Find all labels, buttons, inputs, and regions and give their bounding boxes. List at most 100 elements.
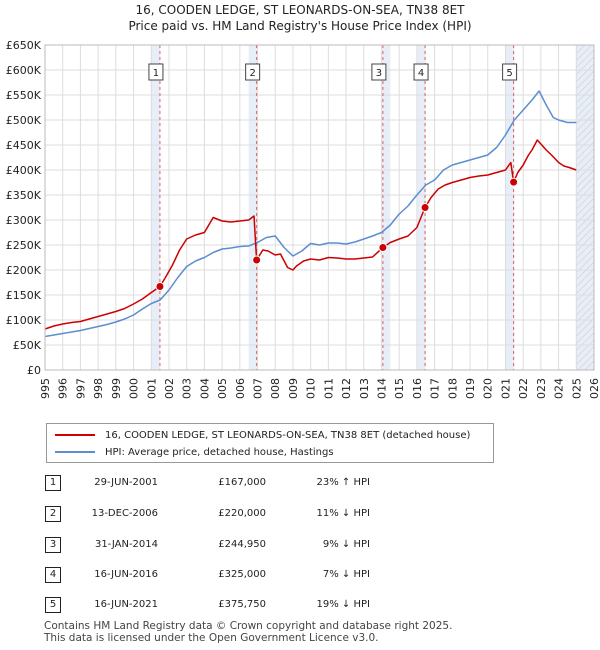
table-row: 4 16-JUN-2016 £325,000 7% ↓ HPI <box>0 567 600 587</box>
x-tick-label: 2008 <box>269 378 282 400</box>
x-tick-label: 2000 <box>128 378 141 400</box>
x-tick-label: 2012 <box>340 378 353 400</box>
x-tick-label: 2007 <box>252 378 265 400</box>
x-tick-label: 2019 <box>464 378 477 400</box>
x-tick-label: 2003 <box>181 378 194 400</box>
row-date: 29-JUN-2001 <box>94 477 158 488</box>
x-tick-label: 2014 <box>375 378 388 400</box>
row-number: 1 <box>45 475 61 491</box>
row-date: 31-JAN-2014 <box>94 539 158 550</box>
sale-number-box <box>502 63 518 81</box>
sale-number-box <box>245 63 261 81</box>
table-row: 1 29-JUN-2001 £167,000 23% ↑ HPI <box>0 475 600 495</box>
row-number: 5 <box>45 597 61 613</box>
sale-number-label: 3 <box>376 68 382 79</box>
legend-label-hpi: HPI: Average price, detached house, Hast… <box>105 446 334 458</box>
row-price: £375,750 <box>218 599 266 610</box>
sale-marker <box>420 203 430 212</box>
x-tick-label: 2002 <box>163 378 176 400</box>
x-tick-label: 2026 <box>588 378 600 400</box>
sale-number-label: 4 <box>418 68 424 79</box>
row-price: £167,000 <box>218 477 266 488</box>
x-tick-label: 2011 <box>322 378 335 400</box>
sale-number-box <box>371 63 387 81</box>
row-number: 3 <box>45 537 61 553</box>
legend-swatch-price <box>55 434 95 436</box>
y-tick-label: £550K <box>6 89 42 102</box>
row-price: £220,000 <box>218 508 266 519</box>
y-tick-label: £250K <box>6 239 42 252</box>
row-date: 16-JUN-2021 <box>94 599 158 610</box>
x-tick-label: 2006 <box>234 378 247 400</box>
x-tick-label: 2001 <box>145 378 158 400</box>
shaded-band <box>505 45 515 370</box>
sale-marker <box>509 177 519 187</box>
y-tick-label: £0 <box>27 364 41 377</box>
x-tick-label: 2023 <box>535 378 548 400</box>
footer-copyright: Contains HM Land Registry data © Crown c… <box>44 620 453 632</box>
sale-number-label: 5 <box>506 68 512 79</box>
x-tick-label: 2004 <box>198 378 211 400</box>
y-tick-label: £650K <box>6 39 42 52</box>
x-tick-label: 2015 <box>393 378 406 400</box>
shaded-band <box>151 45 161 370</box>
x-tick-label: 2010 <box>305 378 318 400</box>
x-tick-label: 1997 <box>74 378 87 400</box>
sale-number-label: 2 <box>249 68 255 79</box>
x-tick-label: 2021 <box>499 378 512 400</box>
footer-licence: This data is licensed under the Open Gov… <box>44 632 379 644</box>
y-tick-label: £500K <box>6 114 42 127</box>
legend: 16, COODEN LEDGE, ST LEONARDS-ON-SEA, TN… <box>46 423 494 463</box>
y-tick-label: £50K <box>13 339 42 352</box>
row-price: £244,950 <box>218 539 266 550</box>
table-row: 5 16-JUN-2021 £375,750 19% ↓ HPI <box>0 597 600 617</box>
row-date: 13-DEC-2006 <box>91 508 158 519</box>
x-tick-label: 1995 <box>39 378 52 400</box>
sale-marker <box>378 243 388 253</box>
x-tick-label: 2005 <box>216 378 229 400</box>
x-tick-label: 1999 <box>110 378 123 400</box>
row-hpi: 9% ↓ HPI <box>322 539 370 550</box>
row-number: 2 <box>45 506 61 522</box>
x-tick-label: 2020 <box>482 378 495 400</box>
sale-marker <box>155 282 165 291</box>
sale-marker <box>252 255 262 265</box>
forecast-hatch <box>576 45 594 370</box>
y-tick-label: £350K <box>6 189 42 202</box>
y-tick-label: £150K <box>6 289 42 302</box>
x-tick-label: 2022 <box>517 378 530 400</box>
row-hpi: 7% ↓ HPI <box>322 569 370 580</box>
x-tick-label: 1996 <box>57 378 70 400</box>
chart-subtitle: Price paid vs. HM Land Registry's House … <box>128 19 472 33</box>
plot-frame <box>44 44 595 371</box>
row-hpi: 19% ↓ HPI <box>316 599 370 610</box>
y-tick-label: £600K <box>6 64 42 77</box>
table-row: 3 31-JAN-2014 £244,950 9% ↓ HPI <box>0 537 600 557</box>
shaded-band <box>248 45 258 370</box>
sale-number-box <box>148 63 164 81</box>
row-date: 16-JUN-2016 <box>94 569 158 580</box>
y-tick-label: £450K <box>6 139 42 152</box>
shaded-band <box>381 45 391 370</box>
x-tick-label: 1998 <box>92 378 105 400</box>
x-tick-label: 2024 <box>553 378 566 400</box>
x-tick-label: 2018 <box>446 378 459 400</box>
x-tick-label: 2013 <box>358 378 371 400</box>
row-number: 4 <box>45 567 61 583</box>
x-tick-label: 2016 <box>411 378 424 400</box>
price-chart: 1 2 3 4 5 £0 £50K £100K £150K £200K £250K £300K £35… <box>6 39 600 400</box>
y-tick-label: £100K <box>6 314 42 327</box>
sale-number-box <box>413 63 429 81</box>
chart-title: 16, COODEN LEDGE, ST LEONARDS-ON-SEA, TN… <box>135 3 465 17</box>
y-tick-label: £300K <box>6 214 42 227</box>
y-tick-label: £400K <box>6 164 42 177</box>
hpi-line <box>44 90 577 338</box>
y-tick-label: £200K <box>6 264 42 277</box>
x-tick-label: 2017 <box>429 378 442 400</box>
table-row: 2 13-DEC-2006 £220,000 11% ↓ HPI <box>0 506 600 526</box>
legend-item-price: 16, COODEN LEDGE, ST LEONARDS-ON-SEA, TN… <box>55 428 470 442</box>
x-tick-label: 2025 <box>570 378 583 400</box>
legend-label-price: 16, COODEN LEDGE, ST LEONARDS-ON-SEA, TN… <box>105 429 471 441</box>
x-tick-label: 2009 <box>287 378 300 400</box>
row-price: £325,000 <box>218 569 266 580</box>
